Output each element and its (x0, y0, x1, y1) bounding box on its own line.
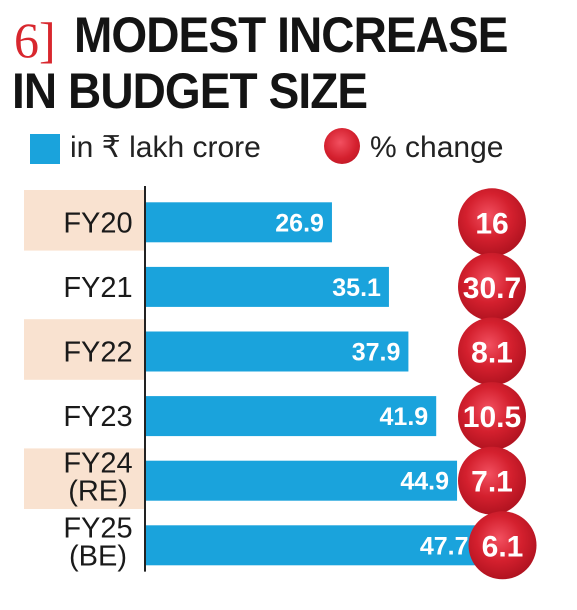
bar-value-label: 44.9 (400, 468, 449, 496)
change-circle (458, 446, 526, 515)
change-label: 6.1 (482, 530, 524, 563)
change-circle (458, 252, 526, 321)
category-label: FY25 (63, 512, 132, 544)
category-label: FY21 (63, 272, 132, 304)
bar (145, 202, 332, 243)
chart-title-line1: MODEST INCREASE (74, 7, 508, 63)
change-label: 10.5 (463, 401, 521, 434)
bar-value-label: 47.7 (420, 532, 469, 560)
change-circle (458, 382, 526, 451)
category-label: FY20 (63, 207, 132, 239)
row-band (24, 190, 145, 251)
bar (145, 525, 477, 566)
change-circle (468, 511, 537, 580)
change-label: 30.7 (463, 272, 521, 305)
bar (145, 331, 409, 372)
category-label: FY24 (63, 448, 132, 480)
change-label: 7.1 (471, 466, 513, 499)
bar-value-label: 41.9 (380, 403, 429, 431)
bar-value-label: 35.1 (332, 274, 381, 302)
chart-number-bracket: ] (39, 12, 56, 68)
legend-bar-swatch (30, 134, 60, 164)
row-band (24, 319, 145, 380)
change-circle (458, 188, 526, 257)
legend-circle-swatch (324, 128, 360, 164)
bar (145, 266, 389, 307)
category-label: FY23 (63, 401, 132, 433)
row-band (24, 448, 145, 509)
category-label: FY22 (63, 337, 132, 369)
chart-number: 6] (14, 14, 56, 66)
legend: in ₹ lakh crore % change (30, 128, 570, 172)
change-label: 8.1 (471, 337, 513, 370)
bar (145, 460, 458, 501)
change-label: 16 (475, 207, 508, 240)
change-circle (458, 317, 526, 386)
legend-circle-label: % change (370, 131, 504, 164)
bar-value-label: 37.9 (352, 339, 401, 367)
category-label: (RE) (68, 476, 128, 508)
legend-bar-label: in ₹ lakh crore (70, 131, 261, 164)
chart-number-digit: 6 (14, 12, 39, 68)
category-label: (BE) (69, 540, 127, 572)
bar-value-label: 26.9 (275, 209, 324, 237)
chart-title-line2: IN BUDGET SIZE (12, 63, 368, 119)
bar (145, 396, 437, 437)
